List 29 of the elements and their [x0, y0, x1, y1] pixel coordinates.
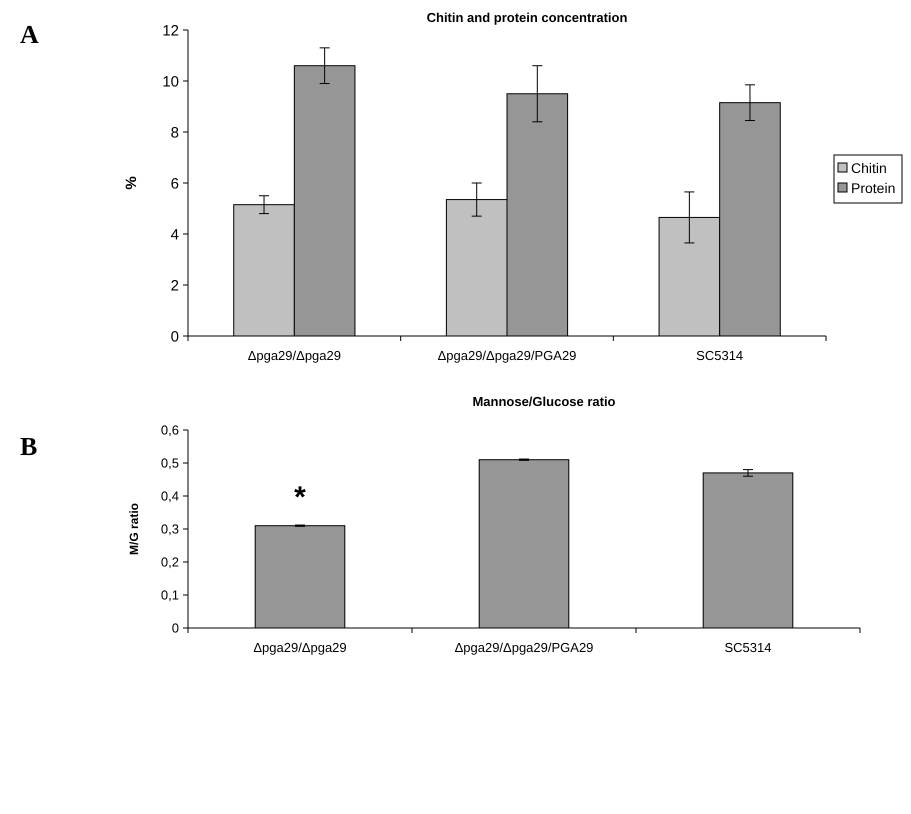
legend-label: Chitin	[851, 160, 887, 176]
y-tick-label: 8	[170, 124, 179, 142]
y-axis-title: %	[123, 176, 140, 190]
y-tick-label: 2	[170, 277, 179, 294]
text: A	[20, 20, 39, 49]
annotation: *	[294, 481, 306, 514]
x-tick-label: Δpga29/Δpga29/PGA29	[438, 348, 576, 363]
y-tick-label: 0,1	[160, 588, 179, 603]
x-tick-label: Δpga29/Δpga29	[248, 348, 341, 363]
y-tick-label: 0,2	[160, 554, 179, 570]
y-tick-label: 10	[162, 73, 179, 90]
y-tick-label: 0,3	[160, 522, 179, 537]
legend-label: Protein	[851, 180, 896, 196]
x-tick-label: Δpga29/Δpga29/PGA29	[454, 640, 594, 655]
chart-title: Mannose/Glucose ratio	[472, 394, 616, 409]
y-tick-label: 4	[170, 226, 179, 244]
y-axis-title: M/G ratio	[127, 502, 141, 556]
x-tick-label: Δpga29/Δpga29	[253, 640, 347, 655]
y-tick-label: 0	[170, 328, 179, 346]
x-tick-label: SC5314	[724, 640, 772, 655]
x-tick-label: SC5314	[696, 348, 744, 363]
chart-title: Chitin and protein concentration	[426, 10, 628, 25]
y-tick-label: 6	[170, 175, 179, 192]
y-tick-label: 0,5	[160, 456, 179, 471]
text: B	[20, 432, 38, 461]
y-tick-label: 0,6	[160, 422, 179, 438]
y-tick-label: 12	[162, 22, 179, 40]
y-tick-label: 0,4	[160, 488, 179, 504]
y-tick-label: 0	[172, 620, 179, 636]
